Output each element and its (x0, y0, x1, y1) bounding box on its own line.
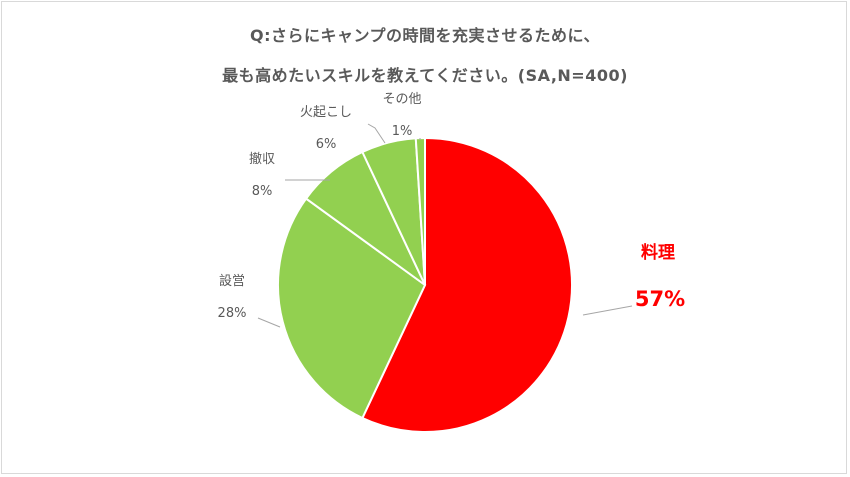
leader-line-1 (257, 317, 281, 328)
chart-title-line2: 最も高めたいスキルを教えてください。(SA,N=400) (222, 66, 628, 85)
slice-value-2: 8% (252, 184, 273, 199)
slice-label-3: 火起こし (300, 105, 352, 120)
slice-label-2: 撤収 (249, 151, 275, 167)
slice-label-4: その他 (382, 92, 421, 107)
slice-value-4: 1% (392, 124, 413, 139)
leader-line-3 (367, 123, 386, 144)
chart-title-line1: Q:さらにキャンプの時間を充実させるために、 (249, 26, 601, 45)
pie-slices (277, 136, 573, 433)
slice-value-1: 28% (218, 306, 247, 321)
slice-value-0: 57% (635, 287, 685, 311)
pie-slice-0 (361, 136, 573, 433)
leader-lines (257, 123, 633, 328)
pie-slice-1 (277, 197, 427, 420)
slice-label-0: 料理 (641, 242, 675, 263)
data-labels: 料理 57% 設営 28% 撤収 8% 火起こし 6% その他 1% (218, 92, 686, 321)
slice-label-1: 設営 (219, 273, 245, 289)
slice-value-3: 6% (316, 137, 337, 152)
leader-line-0 (582, 305, 633, 316)
